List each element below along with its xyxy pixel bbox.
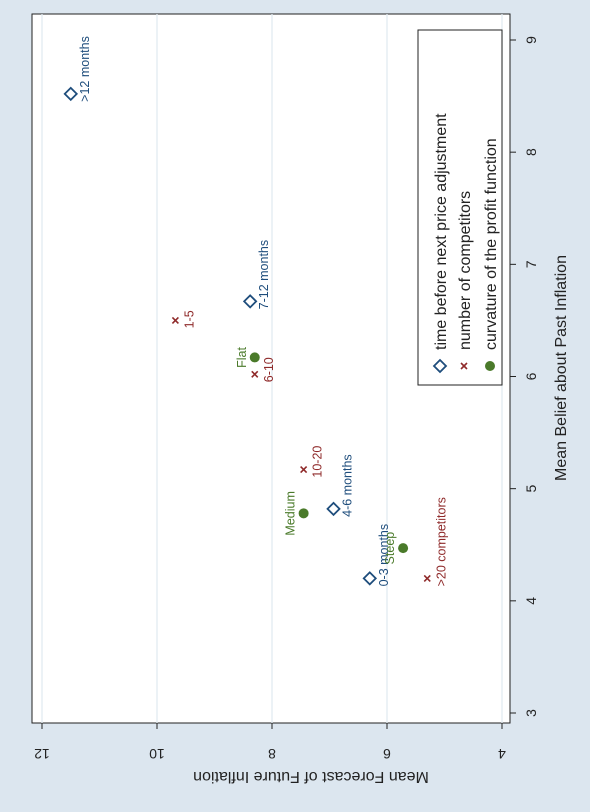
series1-point-1	[362, 571, 378, 586]
legend-marker-2	[460, 362, 468, 370]
series3-point-1	[398, 543, 409, 554]
y-tick-label-8: 8	[268, 746, 276, 762]
x-tick-label-4: 4	[523, 597, 539, 605]
axes: 4 6 8 10 12 3 4 5 6 7 8 9	[34, 36, 539, 762]
series2-point-4	[171, 316, 179, 324]
x-tick-label-6: 6	[523, 372, 539, 380]
y-tick-label-10: 10	[149, 746, 165, 762]
legend: time before next price adjustment number …	[417, 29, 503, 386]
series2-point-2	[300, 466, 308, 474]
series3-label-1: Steep	[383, 532, 397, 565]
legend-marker-1	[432, 358, 448, 374]
series2-label-4: 1-5	[182, 310, 196, 328]
series2-label-1: >20 competitors	[434, 497, 448, 586]
series1-label-1: 0-3 months	[377, 524, 391, 587]
series1-label-3: 7-12 months	[257, 240, 271, 309]
legend-marker-3	[485, 361, 495, 371]
legend-label-2: number of competitors	[457, 191, 474, 350]
legend-label-3: curvature of the profit function	[483, 138, 500, 350]
data-marks	[63, 86, 431, 586]
series2-point-3	[251, 370, 259, 378]
x-tick-label-8: 8	[523, 148, 539, 156]
legend-items: time before next price adjustment number …	[432, 113, 500, 374]
grid-lines	[41, 14, 503, 723]
series2-label-3: 6-10	[262, 357, 276, 382]
x-axis-title: Mean Belief about Past Inflation	[553, 255, 570, 481]
y-tick-label-4: 4	[498, 746, 506, 762]
series1-label-2: 4-6 months	[341, 454, 355, 517]
series1-point-3	[242, 294, 258, 309]
y-tick-label-12: 12	[34, 746, 50, 762]
x-tick-label-5: 5	[523, 485, 539, 493]
series3-point-2	[298, 508, 309, 519]
series2-label-2: 10-20	[311, 446, 325, 478]
x-tick-label-9: 9	[523, 36, 539, 44]
y-tick-label-6: 6	[383, 746, 391, 762]
y-axis-title: Mean Forecast of Future Inflation	[193, 768, 429, 785]
x-tick-label-3: 3	[523, 709, 539, 717]
series2-point-1	[423, 574, 431, 582]
legend-box	[417, 29, 503, 386]
series3-label-3: Flat	[235, 346, 249, 367]
series1-point-2	[326, 501, 341, 517]
series3-label-2: Medium	[284, 491, 298, 535]
series3-point-3	[249, 352, 260, 363]
series1-point-4	[63, 86, 79, 102]
x-tick-label-7: 7	[523, 260, 539, 268]
series1-label-4: >12 months	[78, 36, 92, 102]
legend-label-1: time before next price adjustment	[433, 113, 450, 350]
data-labels: 0-3 months 4-6 months 7-12 months >12 month…	[78, 36, 449, 586]
